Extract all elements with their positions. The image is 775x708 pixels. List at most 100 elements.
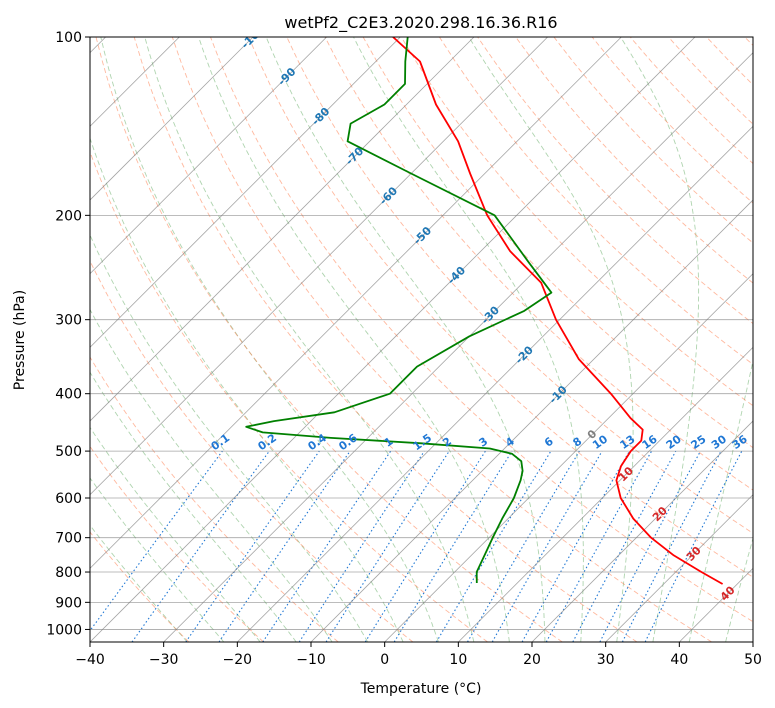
y-tick-label: 100 xyxy=(55,30,82,46)
dry-adiabats xyxy=(90,37,753,642)
dry-adiabat-line xyxy=(439,37,753,365)
dry-adiabat-line xyxy=(515,37,753,284)
moist-adiabat-line xyxy=(762,37,775,642)
dry-adiabat-line xyxy=(553,37,753,244)
x-tick-label: 40 xyxy=(670,652,688,668)
dry-adiabat-line xyxy=(133,37,638,642)
isotherm-line xyxy=(605,494,753,642)
chart-title: wetPf2_C2E3.2020.298.16.36.R16 xyxy=(284,13,557,33)
moist-adiabat-line xyxy=(90,426,261,642)
x-tick-label: 10 xyxy=(449,652,467,668)
dry-adiabat-line xyxy=(477,37,753,325)
mixing-ratio-line xyxy=(545,450,653,642)
moist-adiabat-line xyxy=(725,536,753,642)
isotherm-line xyxy=(752,641,753,642)
inline-labels: -100-90-80-70-60-50-40-30-20-10010203040… xyxy=(209,37,750,604)
moist-adiabat-line xyxy=(100,37,439,642)
mixing-ratio-label: 25 xyxy=(688,433,708,452)
mixing-ratio-line xyxy=(262,450,392,642)
dry-adiabat-line xyxy=(90,445,264,642)
moist-adiabat-line xyxy=(90,477,225,642)
mixing-ratio-label: 13 xyxy=(617,433,637,452)
y-axis-ticks: 1000 900 800 700 600 500 400 300 200 100 xyxy=(46,30,90,638)
isotherm-line xyxy=(531,420,753,642)
y-tick-label: 400 xyxy=(55,387,82,403)
moist-adiabat-line xyxy=(468,37,634,642)
x-tick-label: −10 xyxy=(296,652,326,668)
plot-area: -100-90-80-70-60-50-40-30-20-10010203040… xyxy=(90,37,775,642)
isotherm-line xyxy=(90,37,327,275)
dry-adiabat-line xyxy=(400,37,753,407)
dry-adiabat-line xyxy=(706,37,753,86)
mixing-ratio-label: 0.6 xyxy=(336,431,360,453)
x-tick-label: −30 xyxy=(149,652,179,668)
isotherm-line xyxy=(458,346,753,642)
dry-adiabat-line xyxy=(95,37,563,642)
moist-adiabats xyxy=(90,37,775,642)
y-tick-label: 700 xyxy=(55,531,82,547)
dry-adiabat-line xyxy=(90,356,339,642)
isotherm-line xyxy=(384,273,753,642)
moist-adiabat-line xyxy=(265,37,546,642)
temperature-line xyxy=(392,37,724,585)
mixing-ratio-label: 20 xyxy=(664,432,684,452)
mixing-ratio-line xyxy=(131,450,270,642)
mixing-ratio-label: 6 xyxy=(542,435,556,450)
mixing-ratio-line xyxy=(435,450,552,642)
y-tick-label: 900 xyxy=(55,595,82,611)
x-axis-ticks: −40 −30 −20 −10 0 10 20 30 40 50 xyxy=(75,642,762,668)
dry-adiabat-line xyxy=(591,37,753,204)
mixing-ratio-line xyxy=(599,450,701,642)
isotherm-line xyxy=(90,37,696,642)
y-tick-label: 600 xyxy=(55,491,82,507)
moist-adiabat-line xyxy=(353,37,584,642)
plot-frame xyxy=(89,36,754,643)
mixing-ratio-lines xyxy=(90,450,743,642)
moist-adiabat-line xyxy=(90,136,404,642)
y-tick-label: 800 xyxy=(55,565,82,581)
dry-adiabat-line xyxy=(90,259,414,642)
mixing-ratio-line xyxy=(185,450,320,642)
moist-adiabat-line xyxy=(90,524,188,642)
x-tick-label: −40 xyxy=(75,652,105,668)
mixing-ratio-label: 36 xyxy=(730,432,750,452)
dry-adiabat-line xyxy=(668,37,753,125)
mixing-ratio-label: 1.5 xyxy=(411,431,434,453)
isotherm-line xyxy=(90,37,548,496)
dry-adiabat-line xyxy=(90,531,190,642)
sounding-series xyxy=(245,37,724,585)
y-tick-label: 1000 xyxy=(46,622,82,638)
isotherm-line xyxy=(90,37,254,201)
moist-adiabat-line xyxy=(620,37,700,642)
x-tick-label: 20 xyxy=(523,652,541,668)
mixing-ratio-line xyxy=(572,450,677,642)
mixing-ratio-line xyxy=(393,450,513,642)
mixing-ratio-line xyxy=(90,450,223,632)
mixing-ratio-line xyxy=(325,450,450,642)
y-tick-label: 500 xyxy=(55,444,82,460)
mixing-ratio-line xyxy=(298,450,425,642)
dry-adiabat-line xyxy=(744,37,753,47)
isotherm-line xyxy=(237,125,753,642)
grid-lines xyxy=(90,37,753,642)
mixing-ratio-line xyxy=(644,450,743,642)
x-tick-label: 30 xyxy=(597,652,615,668)
moist-adiabat-line xyxy=(198,37,510,642)
mixing-ratio-line xyxy=(218,450,351,642)
dry-adiabat-line xyxy=(362,37,753,449)
isotherm-line xyxy=(90,37,475,422)
dewpoint-line xyxy=(245,37,553,584)
x-tick-label: 50 xyxy=(744,652,762,668)
y-tick-label: 200 xyxy=(55,208,82,224)
y-axis-title: Pressure (hPa) xyxy=(12,290,28,390)
isotherm-line xyxy=(310,199,753,642)
y-tick-label: 300 xyxy=(55,313,82,329)
isotherm-line xyxy=(90,37,401,348)
dry-adiabat-line xyxy=(324,37,753,491)
mixing-ratio-line xyxy=(621,450,722,642)
dry-adiabat-line xyxy=(210,37,753,623)
mixing-ratio-line xyxy=(521,450,630,642)
mixing-ratio-label: 0.2 xyxy=(256,431,279,453)
moist-adiabat-line xyxy=(90,234,369,642)
